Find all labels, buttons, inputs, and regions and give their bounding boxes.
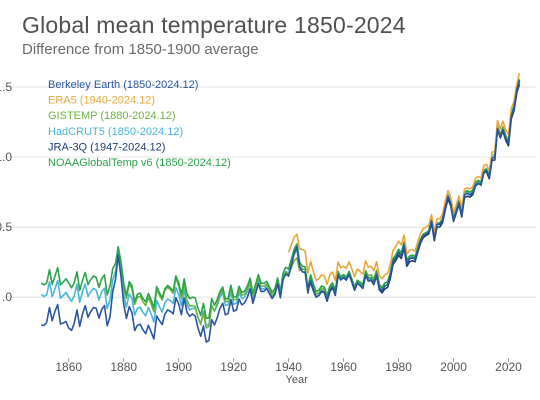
- y-tick-label: 1.0: [0, 150, 12, 164]
- legend-entry: ERA5 (1940-2024.12): [48, 95, 155, 107]
- series-line: [287, 72, 521, 286]
- y-tick-label: .0: [2, 290, 12, 304]
- x-tick-label: 1860: [55, 360, 82, 374]
- y-tick-label: 1.5: [0, 80, 12, 94]
- x-tick-label: 2020: [495, 360, 522, 374]
- legend-entry: Berkeley Earth (1850-2024.12): [48, 79, 198, 91]
- legend-entry: GISTEMP (1880-2024.12): [48, 110, 176, 122]
- series-line: [307, 83, 521, 302]
- legend-entry: NOAAGlobalTemp v6 (1850-2024.12): [48, 157, 231, 169]
- chart-title: Global mean temperature 1850-2024: [22, 12, 406, 38]
- x-axis-ticks: 1860 1880 1900 1920 1940 1960 1980 2000 2020: [55, 358, 522, 374]
- grid-layer: [2, 86, 536, 298]
- x-tick-label: 1880: [110, 360, 137, 374]
- x-tick-label: 1960: [330, 360, 357, 374]
- x-tick-label: 1900: [165, 360, 192, 374]
- y-axis-ticks: .0 0.5 1.0 1.5: [0, 80, 12, 304]
- series-line: [41, 79, 521, 343]
- legend-entry: JRA-3Q (1947-2024.12): [48, 141, 165, 153]
- x-tick-label: 1980: [385, 360, 412, 374]
- legend-entry: HadCRUT5 (1850-2024.12): [48, 126, 183, 138]
- x-axis-label: Year: [286, 374, 309, 386]
- x-tick-label: 1920: [220, 360, 247, 374]
- chart-subtitle: Difference from 1850-1900 average: [22, 41, 259, 58]
- x-tick-label: 2000: [440, 360, 467, 374]
- legend: Berkeley Earth (1850-2024.12) ERA5 (1940-…: [48, 79, 231, 169]
- x-tick-label: 1940: [275, 360, 302, 374]
- y-tick-label: 0.5: [0, 220, 12, 234]
- line-layer: [40, 72, 521, 343]
